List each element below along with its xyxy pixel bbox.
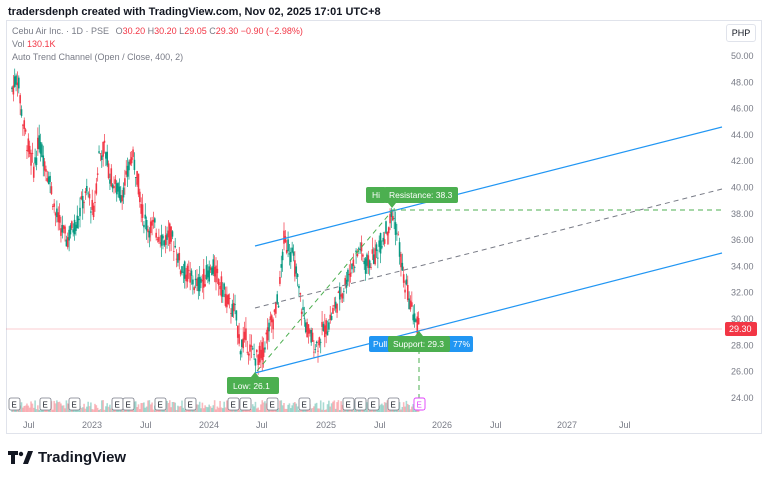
change-value: −0.90 (−2.98%) — [240, 26, 303, 36]
volume-label: Vol — [12, 39, 25, 49]
open-value: 30.20 — [122, 26, 146, 36]
watermark: tradersdenph created with TradingView.co… — [8, 6, 381, 18]
close-value: 29.30 — [215, 26, 239, 36]
volume-value: 130.1K — [27, 39, 56, 49]
currency-button[interactable]: PHP — [726, 24, 756, 42]
symbol-legend[interactable]: Cebu Air Inc. · 1D · PSE O30.20 H30.20 L… — [12, 26, 303, 36]
chart-frame — [6, 20, 762, 434]
high-label: H — [147, 26, 155, 36]
tradingview-logo-icon — [8, 450, 33, 464]
indicator-name: Auto Trend Channel (Open / Close, 400, 2… — [12, 52, 184, 62]
tradingview-logo-text: TradingView — [38, 449, 127, 466]
low-label: L — [179, 26, 185, 36]
volume-legend[interactable]: Vol 130.1K — [12, 39, 56, 49]
tradingview-logo[interactable]: TradingView — [8, 449, 126, 466]
close-label: C — [209, 26, 216, 36]
indicator-legend[interactable]: Auto Trend Channel (Open / Close, 400, 2… — [12, 52, 183, 62]
symbol-name: Cebu Air Inc. · 1D · PSE — [12, 26, 110, 36]
low-value: 29.05 — [184, 26, 207, 36]
open-label: O — [115, 26, 123, 36]
high-value: 30.20 — [154, 26, 177, 36]
